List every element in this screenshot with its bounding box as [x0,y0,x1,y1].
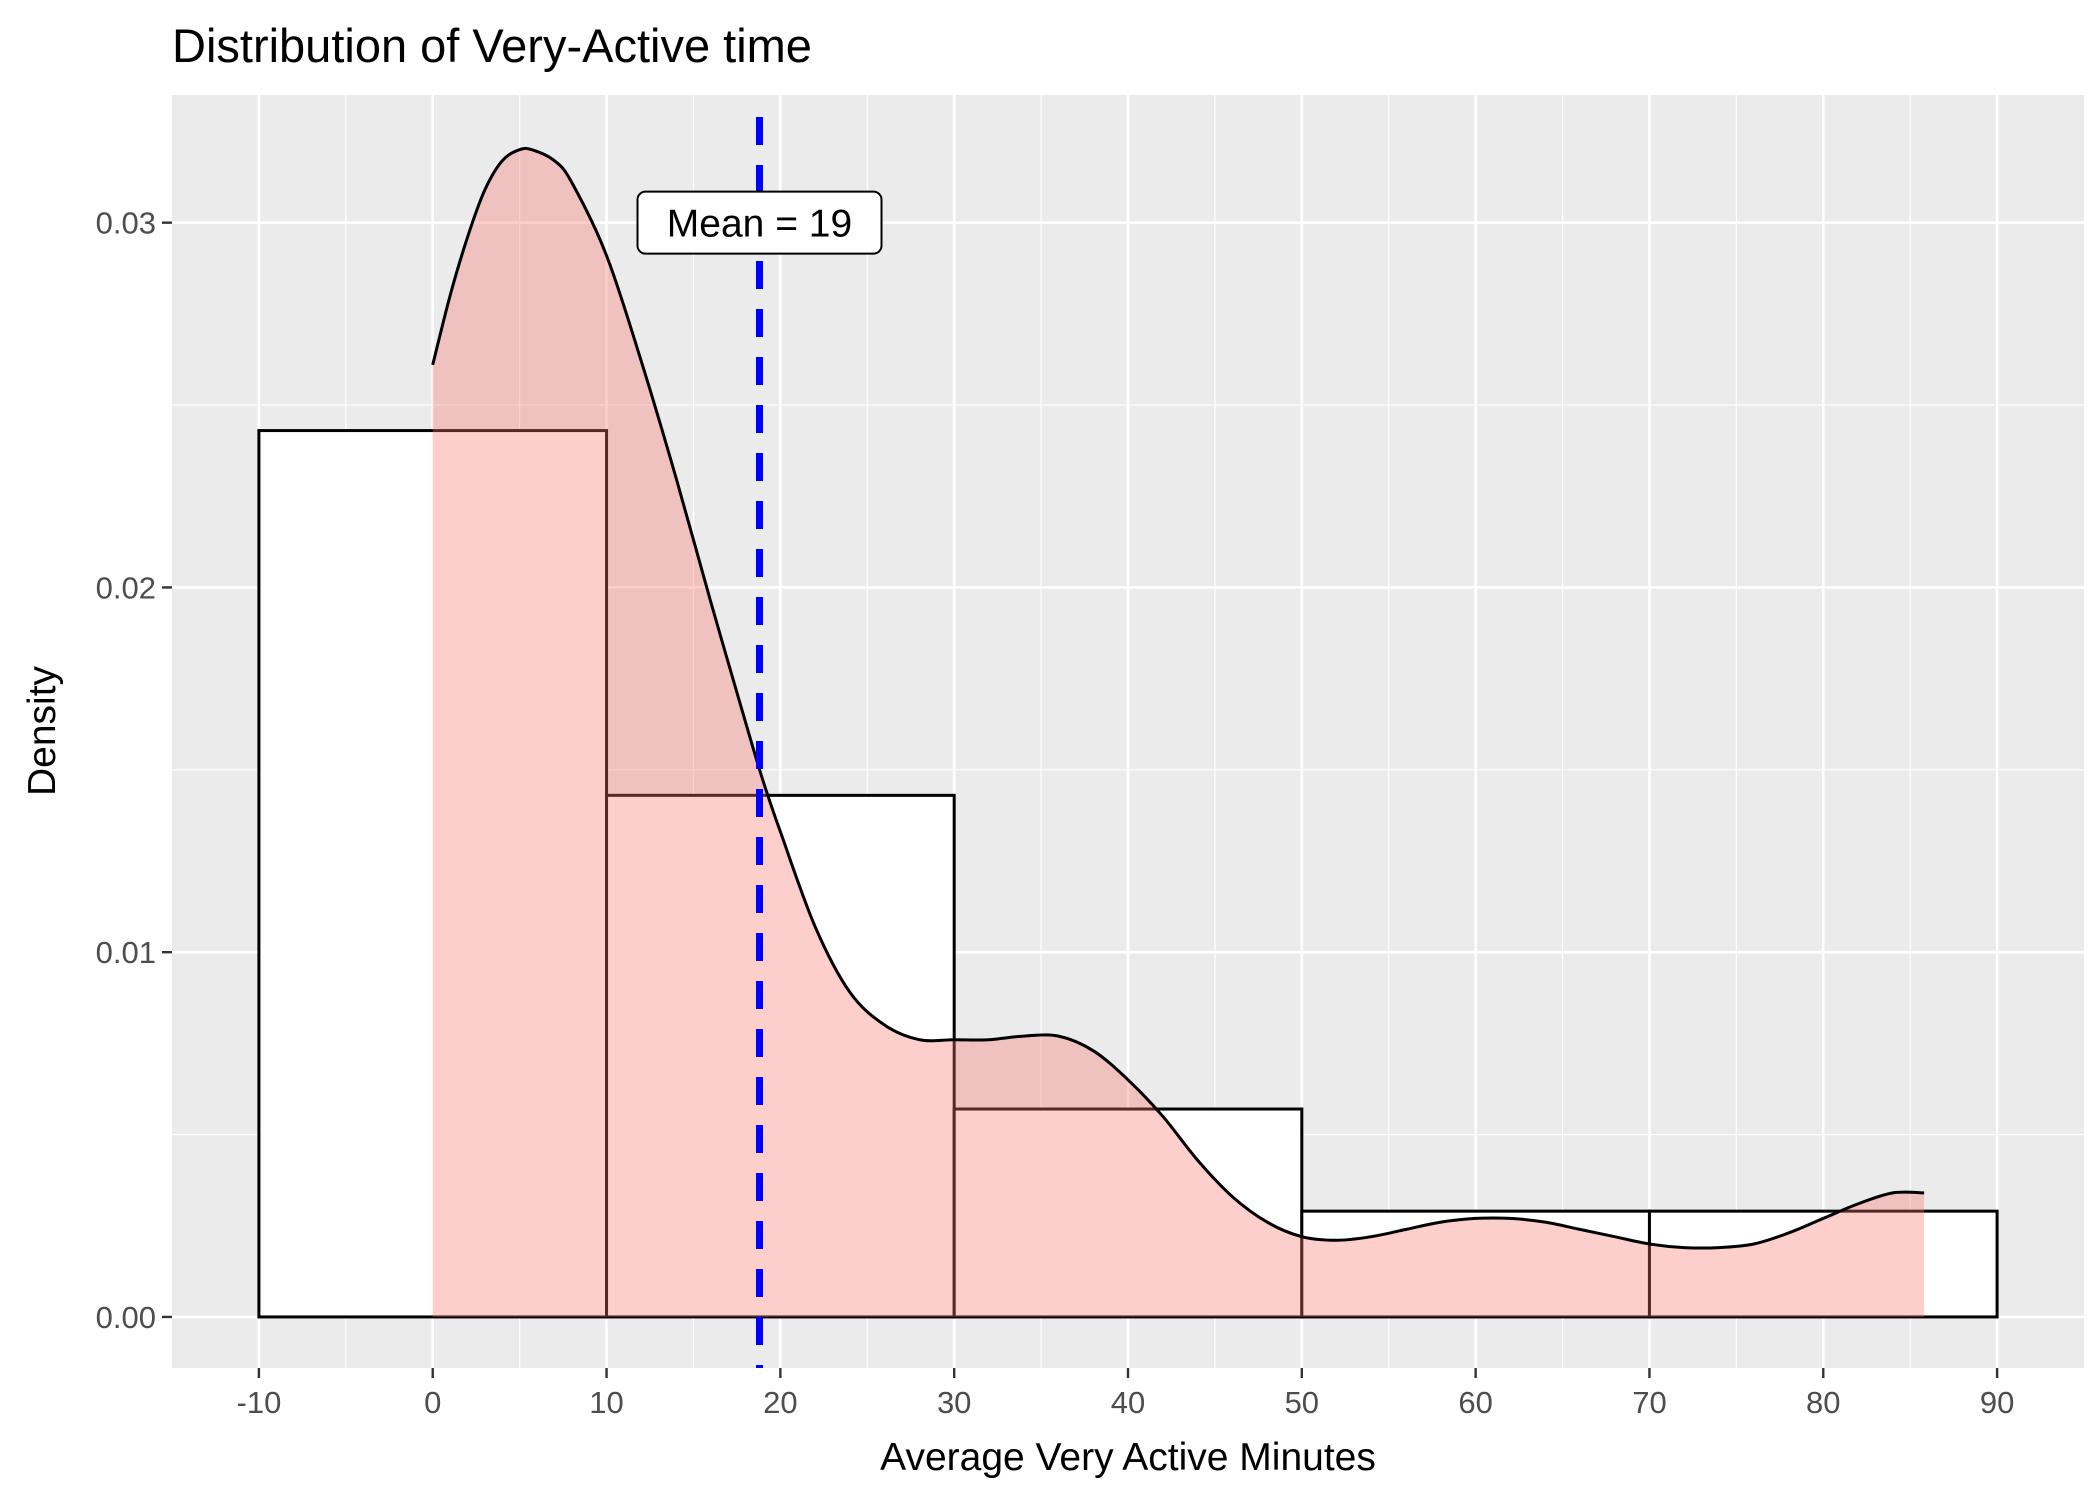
histogram-bar [605,793,956,1319]
y-tick-label: 0.01 [96,935,156,970]
x-axis-title: Average Very Active Minutes [880,1436,1376,1479]
x-tick-label: -10 [237,1385,282,1420]
density-area [432,148,1925,1317]
histogram-bar [1647,1209,1999,1319]
histogram-bar [952,1107,1304,1319]
x-tick-label: 30 [937,1385,971,1420]
mean-marker-layer: Mean = 19 [636,117,883,1368]
chart-title: Distribution of Very-Active time [172,19,812,72]
x-tick-label: 70 [1632,1385,1666,1420]
y-tick-label: 0.02 [96,570,156,605]
x-tick-label: 90 [1980,1385,2014,1420]
x-tick-label: 80 [1806,1385,1840,1420]
x-tick-label: 10 [589,1385,623,1420]
density-curve-layer [431,146,1925,1317]
y-tick-label: 0.00 [96,1300,156,1335]
x-tick-label: 50 [1285,1385,1319,1420]
y-tick-label: 0.03 [96,206,156,241]
histogram-bar [257,429,609,1319]
x-tick-label: 20 [763,1385,797,1420]
axis-ticks-and-labels: -10 0 10 20 30 40 50 60 70 80 90 0.00 0.01 0.02 0.03 [96,206,2015,1420]
density-curve [431,146,1925,1250]
x-tick-label: 0 [424,1385,441,1420]
x-tick-label: 40 [1111,1385,1145,1420]
x-tick-label: 60 [1458,1385,1492,1420]
y-axis-title: Density [21,665,64,796]
mean-label-box [636,190,883,255]
mean-label: Mean = 19 [667,203,852,246]
histogram-bars [257,429,1999,1319]
